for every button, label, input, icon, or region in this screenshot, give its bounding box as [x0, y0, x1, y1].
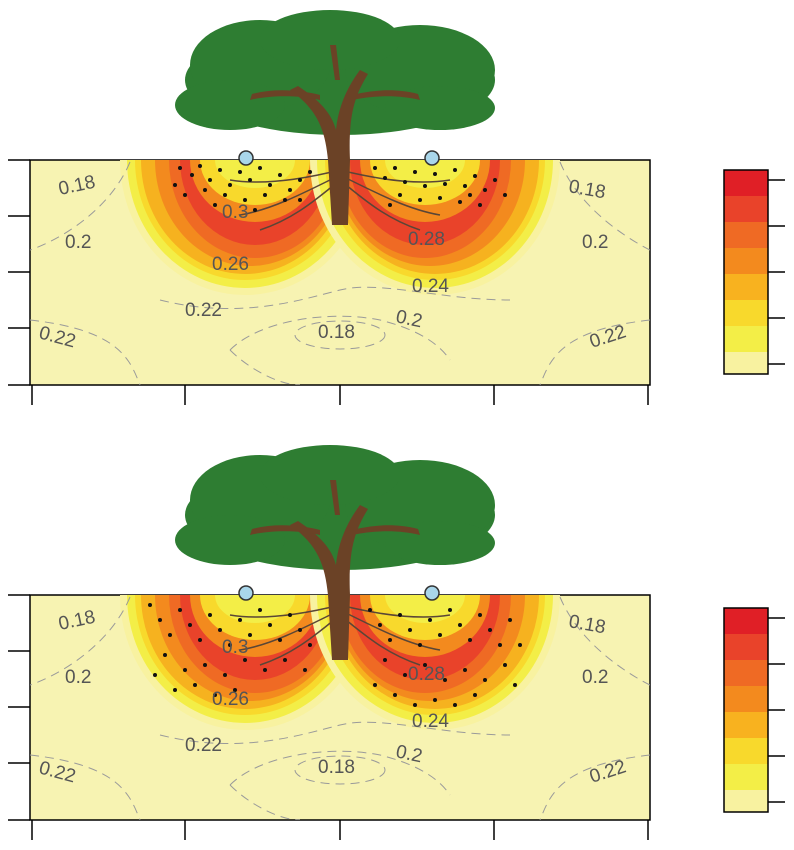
sensor-probe-left [238, 585, 254, 601]
axis-ticks [8, 594, 649, 840]
contour-label: 0.2 [582, 232, 608, 253]
contour-label: 0.3 [222, 202, 248, 223]
contour-label: 0.3 [222, 637, 248, 658]
root-density-points [173, 164, 507, 212]
contour-label: 0.22 [185, 735, 222, 756]
contour-label: 0.18 [318, 322, 355, 343]
contour-label: 0.24 [412, 276, 449, 297]
panel-svg: 0.18 0.2 0.3 0.28 0.26 0.24 0.22 0.18 0.… [8, 10, 785, 405]
contour-label: 0.28 [408, 664, 445, 685]
color-scale-bar [723, 169, 785, 375]
figure-panel-bottom: 0.18 0.2 0.3 0.28 0.26 0.24 0.22 0.18 0.… [0, 430, 794, 850]
contour-label: 0.2 [65, 232, 91, 253]
sensor-probe-right [424, 585, 440, 601]
contour-labels: 0.18 0.2 0.3 0.28 0.26 0.24 0.22 0.18 0.… [37, 172, 629, 353]
contour-label: 0.26 [212, 254, 249, 275]
contour-label: 0.22 [185, 300, 222, 321]
contour-label: 0.2 [582, 667, 608, 688]
tree-trunk [250, 480, 420, 660]
contour-lines [30, 596, 650, 820]
axis-ticks [8, 159, 649, 405]
color-scale-bar [723, 607, 785, 813]
tree-trunk [250, 45, 420, 225]
contour-label: 0.2 [65, 667, 91, 688]
figure-panel-top: 0.18 0.2 0.3 0.28 0.26 0.24 0.22 0.18 0.… [0, 0, 794, 420]
sensor-probe-right [424, 150, 440, 166]
sensor-probe-left [238, 150, 254, 166]
root-density-points [148, 603, 522, 707]
contour-label: 0.18 [318, 757, 355, 778]
contour-label: 0.24 [412, 711, 449, 732]
contour-label: 0.28 [408, 229, 445, 250]
panel-svg: 0.18 0.2 0.3 0.28 0.26 0.24 0.22 0.18 0.… [8, 445, 785, 840]
contour-label: 0.26 [212, 689, 249, 710]
contour-lines [30, 161, 650, 385]
